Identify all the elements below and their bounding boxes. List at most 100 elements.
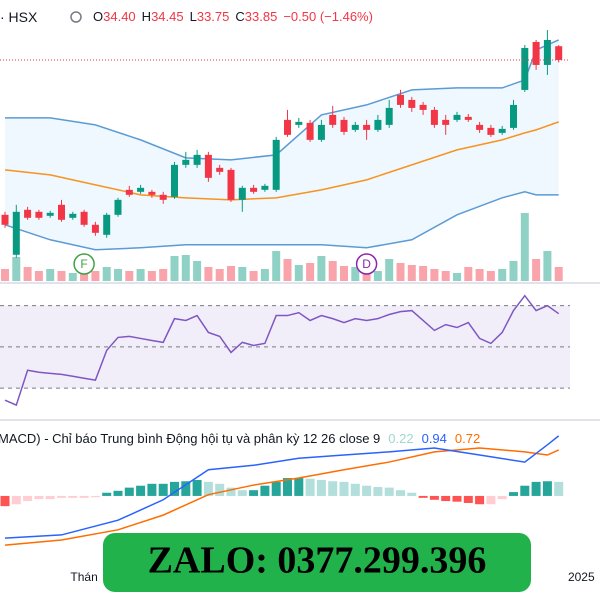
volume-bar	[23, 267, 32, 281]
macd-histogram-bar	[260, 485, 270, 496]
candle-body	[272, 139, 280, 190]
macd-histogram-bar	[328, 481, 338, 496]
volume-bar	[340, 266, 348, 281]
candle-body	[1, 214, 9, 225]
candle-body	[408, 99, 416, 108]
macd-histogram-bar	[350, 483, 360, 496]
macd-readout: 0.94	[422, 431, 447, 446]
ohlc-value: 34.40	[103, 9, 136, 24]
macd-histogram-bar	[316, 479, 326, 496]
candle-body	[58, 204, 65, 220]
x-axis-label: 2025	[568, 570, 595, 584]
candle-body	[521, 47, 529, 90]
candle-body	[204, 154, 212, 178]
volume-bar	[294, 265, 303, 281]
macd-histogram-bar	[418, 495, 428, 498]
volume-bar	[543, 251, 552, 281]
contact-text: ZALO: 0377.299.396	[148, 540, 487, 582]
band-upper	[5, 39, 560, 161]
candle-body	[24, 209, 32, 218]
macd-histogram-bar	[531, 481, 541, 496]
volume-bar	[272, 251, 281, 281]
macd-histogram-bar	[452, 495, 462, 502]
macd-histogram-bar	[407, 492, 417, 496]
symbol: · HSX	[0, 9, 38, 25]
candle-body	[114, 199, 122, 215]
volume-bar	[419, 266, 428, 281]
volume-bar	[238, 267, 247, 281]
macd-histogram-bar	[486, 495, 496, 505]
volume-bar	[453, 273, 461, 281]
candle-body	[419, 104, 427, 110]
eye-icon[interactable]	[70, 11, 82, 23]
candle-body	[487, 127, 495, 135]
candle-body	[543, 39, 551, 65]
volume-bar	[464, 267, 473, 281]
volume-bar	[283, 259, 292, 281]
volume-bar	[80, 269, 89, 281]
macd-histogram-bar	[34, 495, 44, 500]
x-axis-label: Thán	[70, 570, 97, 584]
candle-body	[182, 159, 190, 165]
volume-bar	[57, 271, 66, 281]
volume-bar	[486, 271, 495, 281]
volume-bar	[170, 256, 179, 281]
candle-body	[430, 109, 438, 125]
macd-histogram-bar	[396, 490, 405, 496]
volume-bar	[475, 269, 484, 281]
volume-bar	[407, 265, 416, 281]
candle-body	[464, 116, 472, 120]
macd-histogram-bar	[136, 485, 146, 496]
rsi-band	[0, 305, 570, 389]
event-marker	[73, 253, 95, 275]
candle-body	[510, 104, 517, 128]
macd-histogram-bar	[57, 495, 66, 498]
candle-body	[317, 124, 325, 140]
candle-body	[340, 119, 348, 132]
macd-histogram-bar	[497, 495, 507, 500]
macd-histogram-bar	[509, 492, 518, 496]
candle-body	[476, 124, 484, 130]
candle-body	[374, 119, 382, 130]
macd-line	[4, 435, 560, 539]
macd-histogram-bar	[373, 486, 383, 496]
candle-body	[238, 187, 246, 200]
volume-bar	[114, 269, 122, 281]
volume-bar	[204, 267, 213, 281]
macd-histogram-bar	[124, 487, 134, 496]
candle-body	[351, 124, 359, 130]
candle-body	[532, 41, 540, 65]
ohlc-value: 33.75	[197, 9, 230, 24]
candle-body	[69, 213, 77, 218]
candle-body	[397, 94, 404, 105]
volume-bar	[34, 271, 43, 281]
macd-histogram-bar	[283, 478, 292, 496]
macd-histogram-bar	[339, 481, 349, 496]
volume-bar	[306, 263, 315, 281]
macd-histogram-bar	[226, 487, 236, 496]
candle-body	[103, 214, 111, 235]
macd-histogram-bar	[463, 495, 473, 503]
band-lower	[4, 191, 559, 251]
signal-line	[4, 447, 560, 546]
candle-body	[306, 122, 314, 140]
volume-bar	[260, 269, 269, 281]
candle-body	[46, 212, 54, 216]
rsi-line	[4, 294, 560, 407]
macd-histogram-bar	[203, 481, 213, 496]
macd-histogram-bar	[249, 490, 259, 496]
volume-bar	[520, 213, 529, 281]
candle-body	[137, 187, 145, 192]
macd-legend: MACD) - Chỉ báo Trung bình Động hội tụ v…	[0, 431, 480, 446]
macd-histogram-bar	[23, 495, 33, 502]
volume-bar	[554, 267, 563, 281]
event-label: D	[362, 257, 371, 271]
macd-histogram-bar	[271, 481, 281, 496]
candle-body	[329, 114, 337, 125]
macd-histogram-bar	[11, 495, 21, 505]
volume-bar	[147, 271, 156, 281]
volume-bar	[441, 271, 450, 281]
volume-bar	[68, 273, 77, 281]
